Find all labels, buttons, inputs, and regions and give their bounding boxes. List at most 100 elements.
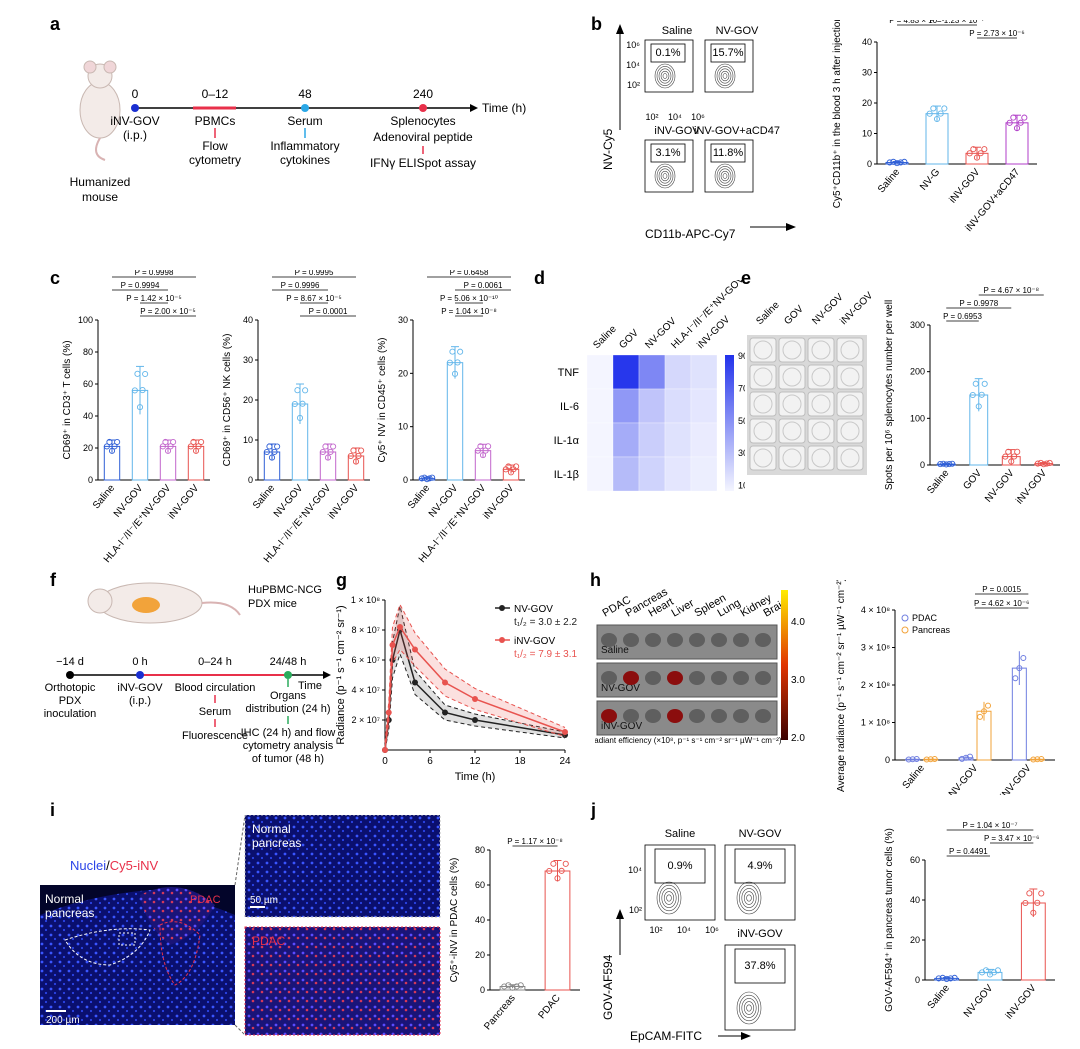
x-tick-label: iNV-GOV [999,763,1034,795]
elispot-well-ring [753,448,773,468]
elispot-well-ring [782,340,802,360]
colorbar-tick: 10 [738,481,745,491]
heatmap-cell [586,388,614,424]
f-tick-1-l2: (i.p.) [129,695,151,707]
b-y-axis-label: NV-Cy5 [601,128,615,170]
y-tick-label: 0 [915,975,920,985]
elispot-well-ring [753,421,773,441]
series-point [382,747,388,753]
flow-contour [716,66,734,86]
data-point [913,756,920,763]
y-axis-label: CD69⁺ in CD3⁺ T cells (%) [62,340,73,459]
legend-sep: / [106,858,110,873]
organ-signal [755,671,771,685]
timepoint-marker [419,104,427,112]
y-tick-label: 60 [910,855,920,865]
heatmap-cell [664,354,692,390]
heatmap-cell [586,354,614,390]
heatmap-cell [638,354,666,390]
y-tick-label: 0 [920,460,925,470]
elispot-col-label: iNV-GOV [838,290,875,327]
legend-label: PDAC [912,613,938,623]
data-point [926,110,933,117]
flow-contour [654,63,676,89]
data-point [159,443,166,450]
organ-signal [623,671,639,685]
data-point [296,414,304,421]
heatmap-row-label: IL-1α [554,435,580,447]
organ-signal [667,671,683,685]
flow-contour [662,73,668,79]
j-x-axis-label: EpCAM-FITC [630,1029,702,1043]
p-value: P = 1.17 × 10⁻⁸ [507,837,563,846]
data-point [977,713,983,720]
b-x-arrow [786,223,796,231]
y-tick-label: 10 [862,129,872,139]
x-tick-label: NV-GOV [947,763,981,795]
data-point [1002,453,1009,460]
data-point [1005,448,1012,455]
heatmap-col-label: GOV [617,327,641,351]
x-axis-label: Time (h) [455,771,496,783]
flow-contour [746,894,752,902]
series-point [562,729,568,735]
y-tick-label: 30 [243,355,253,365]
y-tick-label: 4 × 10⁷ [351,685,380,695]
data-point [446,359,453,366]
elispot-well-ring [811,394,831,414]
flow-contour [660,70,670,82]
f-mouse-label-2: PDX mice [248,598,297,610]
data-point [299,400,306,407]
data-point [501,983,508,990]
label-normal-2: pancreas [45,906,94,920]
y-tick-label: 4 × 10⁸ [861,605,890,615]
x-tick-label: iNV-GOV [1014,468,1049,507]
b-y-arrow [616,24,624,34]
tick-0-label-1: iNV-GOV [110,114,159,128]
data-point [482,447,489,454]
legend-marker [499,605,505,611]
data-point [890,158,897,165]
f-mouse-label-1: HuPBMC-NCG [248,584,322,596]
imaging-row-label: Saline [601,645,629,656]
panel-label-h: h [590,570,601,590]
elispot-well-ring [811,421,831,441]
data-point [1020,655,1027,661]
data-point [982,967,990,974]
data-point [981,380,988,387]
heatmap-cell [612,354,640,390]
data-point [319,448,326,456]
x-tick-label: 12 [469,756,481,767]
organ-signal [689,633,705,647]
data-point [562,860,569,867]
flow-contour [741,888,757,908]
data-point [509,984,516,991]
panel-label-a: a [50,14,61,34]
p-value: P = 1.04 × 10⁻⁷ [962,821,1017,830]
data-point [263,448,270,456]
x-tick-label: 0 [382,756,388,767]
x-tick-label: Saline [901,763,928,792]
panel-label-f: f [50,570,56,590]
p-value: P = 4.67 × 10⁻⁸ [984,286,1040,295]
zoom-connector [234,1024,246,1036]
data-point [1026,890,1033,897]
elispot-well-ring [782,448,802,468]
f-tick-0-l2: PDX [59,695,82,707]
panel-label-g: g [336,570,347,590]
data-point [131,387,138,394]
normal-pancreas-outline [64,928,151,966]
tick-3-label-1: Splenocytes [390,114,455,128]
data-point [134,370,141,377]
flow-frame [644,39,694,93]
j-ytick: 10⁴ [628,865,642,875]
flow-contour [746,1004,752,1012]
x-tick-label: Pancreas [482,993,518,1032]
y-tick-label: 300 [910,320,925,330]
legend-label: iNV-GOV [514,636,555,647]
series-point [412,646,418,653]
data-point [940,460,947,467]
data-point [1034,756,1041,763]
flow-frame [704,39,754,93]
data-point [162,438,169,446]
